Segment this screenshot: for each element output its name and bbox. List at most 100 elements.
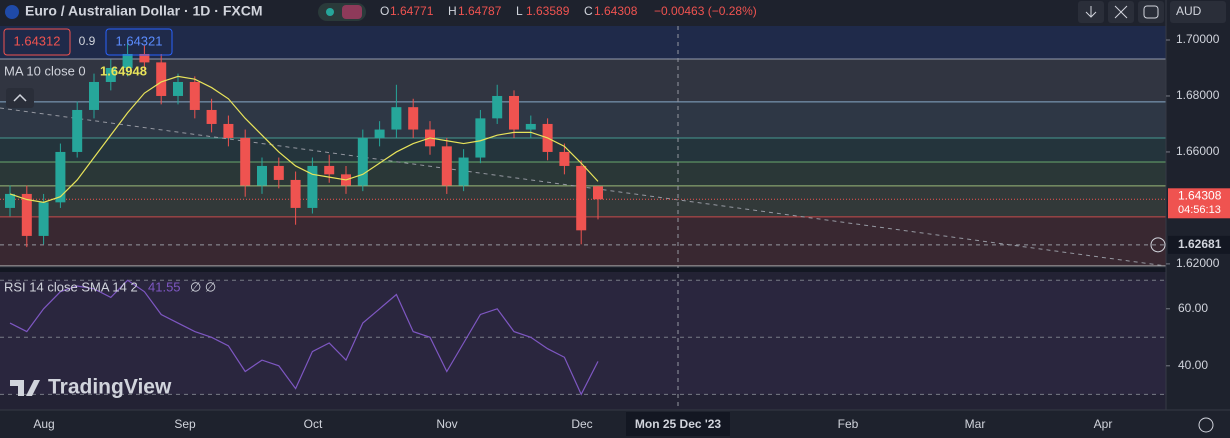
x-tick-label: Apr	[1094, 417, 1113, 431]
add-alert-icon[interactable]	[1150, 237, 1166, 253]
band	[0, 26, 1166, 60]
spread: 0.9	[79, 34, 96, 48]
rsi-label: RSI 14 close SMA 14 2	[4, 279, 138, 294]
rsi-tick-label: 40.00	[1178, 358, 1208, 372]
candle-body	[240, 137, 251, 186]
candle-body	[206, 109, 217, 124]
candle-body	[223, 123, 234, 138]
crosshair-date-bg	[626, 412, 730, 436]
axis-labels: 1.70000 1.68000 1.66000 1.62000 60.00 40.00 1.…	[33, 32, 1230, 436]
currency-button[interactable]	[1170, 1, 1226, 23]
candle-body	[458, 157, 469, 186]
ohlc-value: 1.64787	[458, 4, 502, 18]
band	[0, 101, 1166, 138]
crosshair-price: 1.62681	[1178, 237, 1222, 251]
x-tick-label: Sep	[174, 417, 196, 431]
ohlc-label: L	[516, 4, 523, 18]
x-tick-label: Oct	[304, 417, 323, 431]
candle-body	[38, 202, 49, 236]
x-tick-label: Mar	[965, 417, 986, 431]
rsi-extra: ∅ ∅	[190, 279, 216, 294]
rsi-line	[9, 279, 599, 396]
candle-body	[21, 193, 32, 236]
pane-divider	[0, 268, 1166, 272]
candle-body	[139, 53, 150, 63]
candle-body	[290, 179, 301, 208]
logo-text: TradingView	[48, 376, 172, 399]
time-axis	[0, 410, 1230, 438]
candle-body	[525, 123, 536, 130]
chevron-icon	[13, 93, 27, 102]
change: −0.00463 (−0.28%)	[654, 4, 757, 18]
status-dot	[326, 8, 334, 16]
collapse-button[interactable]	[6, 88, 34, 108]
candle-body	[357, 137, 368, 186]
icon	[1114, 5, 1128, 19]
x-tick-label: Aug	[33, 417, 54, 431]
buy-button[interactable]	[105, 28, 173, 56]
plot	[0, 26, 1167, 410]
currency: AUD	[1176, 4, 1202, 18]
candle-body	[173, 81, 183, 96]
y-tick-label: 1.70000	[1176, 32, 1220, 46]
candle-body	[307, 165, 318, 208]
sell-button[interactable]	[3, 28, 71, 56]
ask-price: 1.64321	[116, 33, 163, 48]
rsi-tick-label: 60.00	[1178, 301, 1208, 315]
candle-body	[475, 118, 486, 158]
ohlc-value: 1.63589	[526, 4, 570, 18]
ohlc-label: H	[448, 4, 457, 18]
rsi-background	[0, 272, 1166, 410]
logo-icon	[10, 380, 40, 396]
ohlc-label: C	[584, 4, 593, 18]
candle-body	[509, 95, 519, 130]
price-label-bg	[1168, 188, 1230, 219]
symbol-title: Euro / Australian Dollar · 1D · FXCM	[25, 3, 263, 19]
price-label: 1.64308	[1178, 188, 1222, 202]
y-tick-label: 1.68000	[1176, 88, 1220, 102]
x-tick-label: Feb	[838, 417, 859, 431]
candle-body	[72, 109, 83, 152]
bid-price: 1.64312	[14, 33, 61, 48]
price-axis	[1166, 0, 1230, 438]
flag-icon	[5, 5, 19, 19]
crosshair-date: Mon 25 Dec '23	[635, 417, 722, 431]
candle-body	[374, 129, 385, 138]
candle-body	[156, 62, 167, 96]
x-tick-label: Dec	[571, 417, 592, 431]
icon	[1085, 6, 1097, 18]
candle-body	[559, 151, 570, 166]
candle-body	[55, 151, 66, 203]
ohlc: O 1.64771 H 1.64787 L 1.63589 C 1.64308 −0.00463…	[380, 4, 757, 18]
crosshair-label-bg	[1168, 235, 1230, 254]
candle-body	[105, 67, 116, 82]
candle-body	[89, 81, 99, 110]
toolbar: AUD	[1078, 1, 1226, 433]
candle-body	[492, 95, 503, 119]
candle-body	[593, 186, 603, 200]
band	[0, 137, 1166, 163]
ma-value: 1.64948	[100, 63, 147, 78]
toolbar-button[interactable]	[1138, 1, 1164, 23]
ohlc-label: O	[380, 4, 389, 18]
ma-line	[9, 75, 599, 203]
y-tick-label: 1.62000	[1176, 256, 1220, 270]
candle-body	[273, 165, 284, 180]
icon	[1143, 5, 1159, 19]
candle-body	[324, 165, 335, 175]
x-tick-label: Nov	[436, 417, 457, 431]
candle-body	[408, 107, 419, 130]
candle-body	[441, 146, 452, 186]
ohlc-value: 1.64308	[594, 4, 638, 18]
candle-body	[5, 193, 15, 208]
status-icon	[342, 5, 362, 19]
candle-body	[189, 81, 200, 110]
rsi-value: 41.55	[148, 279, 181, 294]
rsi-band	[0, 280, 1166, 395]
candle-body	[257, 165, 267, 186]
settings-icon[interactable]	[1198, 417, 1214, 433]
candle-body	[391, 107, 402, 130]
candle-body	[122, 53, 133, 68]
countdown: 04:56:13	[1178, 204, 1221, 216]
